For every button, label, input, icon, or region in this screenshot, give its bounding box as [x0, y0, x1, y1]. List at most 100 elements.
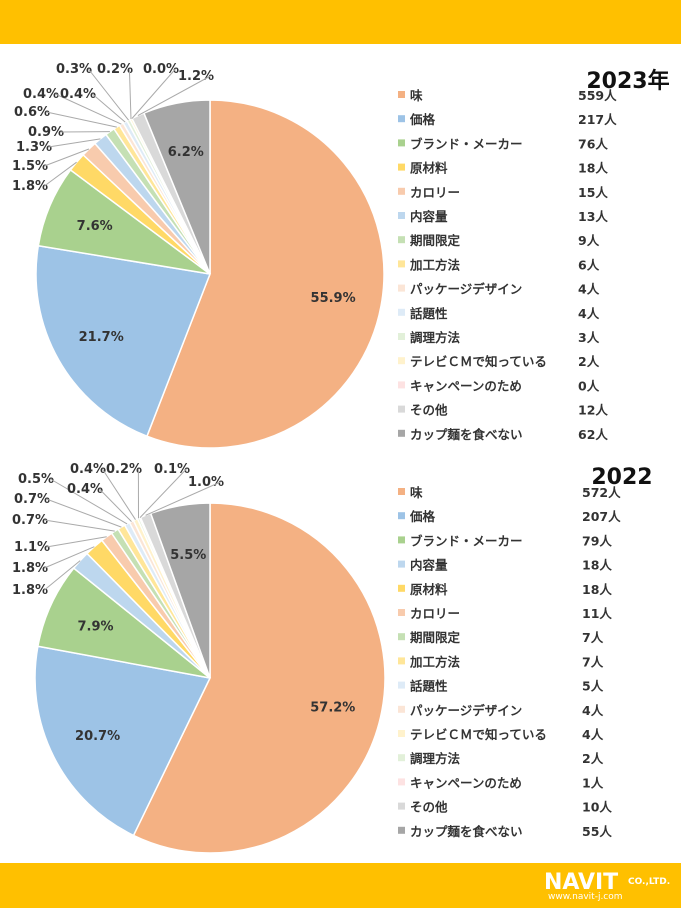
legend-count: 15人: [578, 185, 608, 200]
legend-count: 207人: [582, 509, 621, 524]
leader-line: [55, 93, 122, 125]
legend-label: 価格: [409, 112, 436, 127]
leader-line: [44, 161, 77, 187]
slice-percent-label: 1.0%: [188, 475, 224, 490]
legend-count: 18人: [582, 582, 612, 597]
legend-label: 期間限定: [410, 233, 461, 248]
bottom-banner: [0, 863, 681, 908]
legend-swatch: [398, 308, 405, 316]
legend-label: カップ麺を食べない: [410, 824, 523, 839]
legend-label: キャンペーンのため: [410, 775, 522, 790]
legend-label: ブランド・メーカー: [410, 533, 523, 548]
legend-swatch: [398, 405, 405, 413]
legend-swatch: [398, 560, 405, 568]
legend-swatch: [398, 284, 405, 292]
legend-count: 9人: [578, 233, 600, 248]
legend-swatch: [398, 657, 405, 665]
pie-chart-2022: 2022 57.2% 20.7% 7.9% 1.8% 1.8% 1.1% 0.7% 0.7% 0.…: [12, 462, 653, 854]
legend-label: その他: [410, 403, 448, 418]
leader-line: [44, 560, 81, 591]
leader-line: [92, 93, 126, 123]
legend-count: 13人: [578, 209, 608, 224]
logo-url: www.navit-j.com: [548, 892, 623, 902]
slice-percent-label: 1.8%: [12, 583, 48, 598]
legend-swatch: [398, 115, 405, 123]
leader-line: [46, 498, 122, 528]
leader-line: [139, 468, 187, 518]
legend-swatch: [398, 802, 405, 810]
legend-swatch: [398, 778, 405, 786]
legend-swatch: [398, 429, 405, 437]
slice-percent-label: 0.4%: [67, 482, 103, 497]
slice-percent-label: 0.0%: [143, 62, 179, 77]
legend-swatch: [398, 163, 405, 171]
legend-label: テレビＣＭで知っている: [410, 354, 547, 369]
leader-line: [99, 488, 132, 522]
legend-label: カップ麺を食べない: [410, 427, 523, 442]
slice-percent-label: 0.1%: [154, 462, 190, 477]
legend-swatch: [398, 681, 405, 689]
legend-count: 4人: [582, 703, 604, 718]
legend-count: 7人: [582, 654, 604, 669]
leader-line: [128, 68, 132, 120]
slice-percent-label: 0.2%: [97, 62, 133, 77]
legend-swatch: [398, 187, 405, 195]
legend-label: その他: [410, 800, 448, 815]
chart-title: 2022: [591, 465, 652, 490]
legend-swatch: [398, 212, 405, 219]
slice-percent-label: 1.8%: [12, 561, 48, 576]
leader-line: [50, 478, 128, 525]
legend-count: 12人: [578, 403, 608, 418]
legend-label: 味: [410, 88, 423, 103]
leader-line: [46, 111, 117, 128]
chart-title: 2023年: [586, 68, 669, 94]
slice-percent-label: 0.2%: [106, 462, 142, 477]
slice-percent-label: 1.2%: [178, 69, 214, 84]
slice-percent-label: 57.2%: [310, 700, 355, 715]
legend-label: 加工方法: [409, 654, 461, 669]
slice-percent-label: 6.2%: [168, 145, 204, 160]
legend-count: 76人: [578, 136, 608, 151]
slice-percent-label: 0.9%: [28, 125, 64, 140]
legend-count: 62人: [578, 427, 608, 442]
legend-label: カロリー: [410, 185, 460, 200]
slice-percent-label: 5.5%: [170, 548, 206, 563]
legend-label: 原材料: [410, 161, 448, 176]
legend-count: 6人: [578, 257, 600, 272]
legend-label: カロリー: [410, 606, 460, 621]
slice-percent-label: 0.4%: [60, 87, 96, 102]
slice-percent-label: 1.1%: [14, 540, 50, 555]
leader-line: [46, 536, 107, 548]
legend-label: パッケージデザイン: [410, 282, 522, 297]
leader-line: [88, 68, 129, 121]
slice-percent-label: 0.3%: [56, 62, 92, 77]
leader-line: [145, 481, 221, 516]
legend-count: 2人: [578, 354, 600, 369]
slice-percent-label: 1.5%: [12, 159, 48, 174]
legend-swatch: [398, 488, 405, 495]
slice-percent-label: 20.7%: [75, 729, 120, 744]
legend-swatch: [398, 584, 405, 592]
legend-label: パッケージデザイン: [410, 703, 522, 718]
legend-swatch: [398, 730, 405, 737]
legend-label: 原材料: [410, 582, 448, 597]
legend-swatch: [398, 536, 405, 544]
legend-label: ブランド・メーカー: [410, 136, 523, 151]
slice-percent-label: 21.7%: [79, 330, 124, 345]
legend-count: 4人: [582, 727, 604, 742]
slice-percent-label: 0.6%: [14, 105, 50, 120]
legend-label: キャンペーンのため: [410, 378, 522, 393]
slice-percent-label: 7.6%: [77, 219, 113, 234]
leader-line: [137, 75, 211, 117]
legend-swatch: [398, 705, 405, 713]
leader-line: [48, 138, 101, 148]
legend-count: 217人: [578, 112, 617, 127]
legend-label: 内容量: [410, 209, 448, 224]
slice-percent-label: 0.5%: [18, 472, 54, 487]
legend-count: 572人: [582, 485, 621, 500]
top-banner: [0, 0, 681, 44]
legend-label: 話題性: [410, 679, 448, 694]
slice-percent-label: 1.3%: [16, 140, 52, 155]
legend-count: 10人: [582, 800, 612, 815]
pie-slices: [35, 99, 385, 449]
